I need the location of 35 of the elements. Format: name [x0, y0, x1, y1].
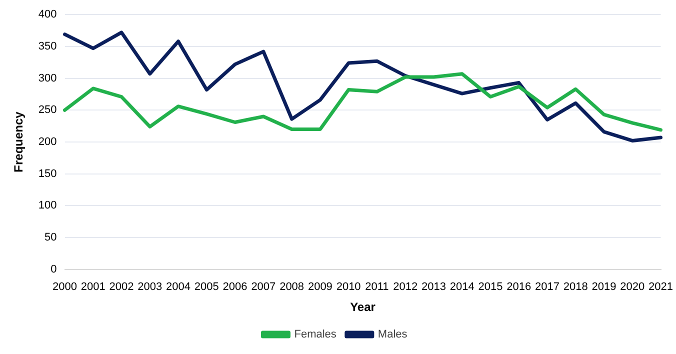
x-tick-label: 2011 — [365, 281, 389, 294]
x-tick-label: 2010 — [336, 281, 361, 294]
x-tick-label: 2015 — [478, 281, 503, 294]
y-tick-label: 400 — [38, 8, 57, 21]
x-tick-label: 2000 — [52, 281, 77, 294]
x-tick-label: 2006 — [222, 281, 248, 294]
x-tick-label: 2002 — [109, 281, 134, 294]
x-tick-label: 2017 — [534, 281, 560, 294]
legend-label: Males — [378, 328, 408, 341]
x-tick-label: 2013 — [421, 281, 446, 294]
x-tick-label: 2001 — [80, 281, 106, 294]
y-tick-label: 150 — [38, 168, 57, 180]
y-axis-title: Frequency — [12, 111, 26, 172]
x-tick-label: 2016 — [506, 281, 532, 294]
x-tick-label: 2004 — [166, 281, 191, 294]
y-tick-label: 0 — [50, 263, 57, 276]
x-tick-label: 2018 — [563, 281, 588, 294]
x-tick-label: 2021 — [648, 281, 674, 294]
y-tick-label: 100 — [38, 200, 57, 212]
x-tick-label: 2003 — [138, 281, 162, 294]
x-tick-label: 2014 — [450, 281, 474, 294]
x-tick-label: 2007 — [251, 281, 276, 294]
x-tick-label: 2009 — [308, 281, 332, 294]
x-tick-label: 2005 — [194, 281, 219, 294]
y-tick-label: 250 — [38, 104, 57, 116]
y-tick-label: 350 — [38, 40, 57, 52]
y-tick-label: 200 — [38, 136, 57, 148]
y-tick-label: 50 — [44, 232, 57, 244]
y-tick-label: 300 — [38, 72, 57, 84]
x-tick-label: 2019 — [592, 281, 616, 294]
x-tick-label: 2012 — [393, 281, 418, 294]
x-tick-label: 2020 — [620, 281, 645, 294]
x-axis-title: Year — [350, 300, 376, 314]
x-tick-label: 2008 — [280, 281, 304, 294]
legend-label: Females — [294, 328, 337, 341]
